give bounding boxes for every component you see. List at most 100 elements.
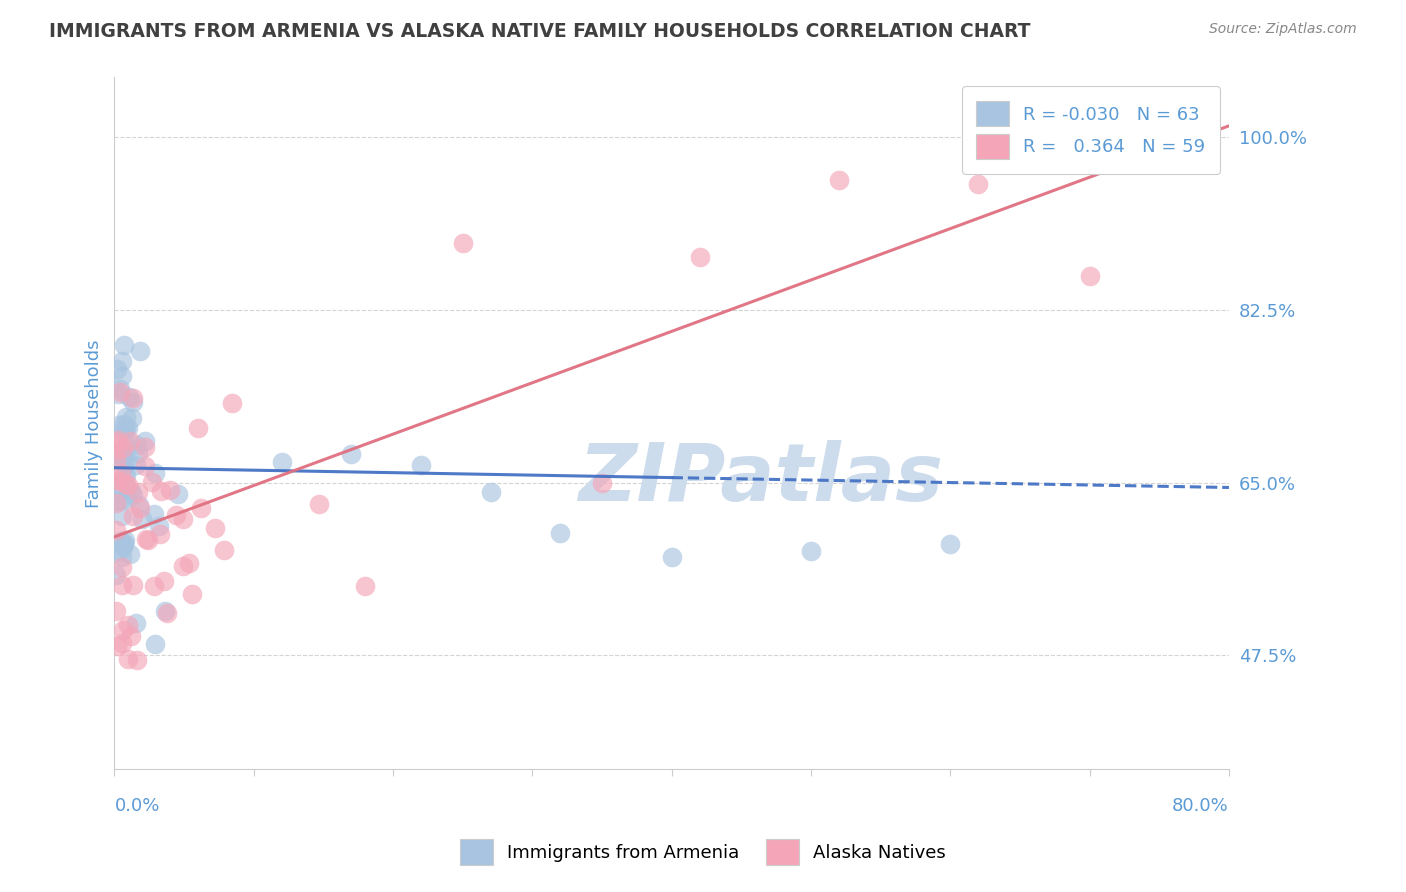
Point bbox=[104, 443, 127, 458]
Point bbox=[451, 236, 474, 251]
Point bbox=[117, 390, 139, 404]
Point bbox=[689, 250, 711, 264]
Point bbox=[939, 537, 962, 551]
Point bbox=[114, 421, 136, 435]
Point bbox=[153, 574, 176, 589]
Point bbox=[105, 639, 128, 653]
Point bbox=[112, 540, 135, 554]
Point bbox=[127, 446, 149, 460]
Point bbox=[125, 458, 148, 472]
Point bbox=[117, 617, 139, 632]
Point bbox=[104, 447, 127, 461]
Point bbox=[142, 579, 165, 593]
Point bbox=[108, 493, 131, 508]
Point bbox=[111, 369, 134, 384]
Point bbox=[149, 527, 172, 541]
Point bbox=[111, 425, 134, 439]
Point bbox=[104, 477, 127, 491]
Point bbox=[121, 410, 143, 425]
Point bbox=[104, 604, 127, 618]
Point bbox=[108, 474, 131, 488]
Point bbox=[110, 448, 132, 462]
Point bbox=[143, 637, 166, 651]
Point bbox=[117, 452, 139, 467]
Point bbox=[114, 423, 136, 437]
Point bbox=[112, 537, 135, 551]
Point bbox=[153, 603, 176, 617]
Point bbox=[104, 567, 127, 582]
Point bbox=[156, 606, 179, 620]
Point bbox=[115, 439, 138, 453]
Point bbox=[104, 523, 127, 537]
Point bbox=[114, 338, 136, 352]
Point bbox=[125, 653, 148, 667]
Point bbox=[122, 391, 145, 405]
Point bbox=[212, 542, 235, 557]
Point bbox=[115, 491, 138, 506]
Point bbox=[112, 458, 135, 472]
Point bbox=[112, 417, 135, 431]
Point bbox=[118, 547, 141, 561]
Point bbox=[548, 525, 571, 540]
Point bbox=[111, 560, 134, 574]
Point bbox=[148, 519, 170, 533]
Point bbox=[136, 533, 159, 547]
Point bbox=[115, 409, 138, 424]
Point bbox=[128, 343, 150, 358]
Point bbox=[1078, 269, 1101, 284]
Point bbox=[108, 533, 131, 548]
Point bbox=[104, 493, 127, 508]
Point bbox=[177, 556, 200, 570]
Point bbox=[1149, 129, 1171, 144]
Point bbox=[409, 458, 432, 472]
Legend: Immigrants from Armenia, Alaska Natives: Immigrants from Armenia, Alaska Natives bbox=[451, 830, 955, 874]
Point bbox=[105, 362, 128, 376]
Point bbox=[187, 421, 209, 435]
Point bbox=[129, 500, 152, 515]
Text: 80.0%: 80.0% bbox=[1173, 797, 1229, 814]
Point bbox=[143, 507, 166, 521]
Text: ZIPatlas: ZIPatlas bbox=[578, 440, 943, 517]
Point bbox=[181, 587, 204, 601]
Point bbox=[800, 544, 823, 558]
Point bbox=[108, 383, 131, 397]
Point bbox=[111, 636, 134, 650]
Point bbox=[967, 177, 990, 191]
Text: IMMIGRANTS FROM ARMENIA VS ALASKA NATIVE FAMILY HOUSEHOLDS CORRELATION CHART: IMMIGRANTS FROM ARMENIA VS ALASKA NATIVE… bbox=[49, 22, 1031, 41]
Point bbox=[591, 476, 613, 491]
Point bbox=[221, 396, 243, 410]
Point bbox=[111, 550, 134, 565]
Point bbox=[122, 508, 145, 523]
Point bbox=[479, 485, 502, 500]
Point bbox=[122, 487, 145, 501]
Point bbox=[661, 550, 683, 565]
Point bbox=[135, 532, 157, 546]
Point bbox=[120, 629, 142, 643]
Point bbox=[115, 477, 138, 491]
Text: 0.0%: 0.0% bbox=[114, 797, 160, 814]
Point bbox=[107, 544, 129, 558]
Point bbox=[112, 442, 135, 456]
Point bbox=[112, 450, 135, 465]
Point bbox=[105, 473, 128, 487]
Point bbox=[204, 521, 226, 535]
Point bbox=[117, 478, 139, 492]
Point bbox=[114, 533, 136, 547]
Point bbox=[111, 508, 134, 523]
Point bbox=[111, 624, 134, 638]
Point bbox=[128, 498, 150, 512]
Point bbox=[104, 496, 127, 510]
Point bbox=[115, 467, 138, 482]
Point bbox=[120, 434, 142, 449]
Point bbox=[308, 497, 330, 511]
Point bbox=[111, 577, 134, 591]
Point bbox=[125, 438, 148, 452]
Point bbox=[340, 447, 363, 461]
Point bbox=[167, 487, 190, 501]
Point bbox=[122, 395, 145, 409]
Point bbox=[134, 434, 156, 448]
Point bbox=[270, 455, 292, 469]
Point bbox=[354, 579, 377, 593]
Point bbox=[165, 508, 187, 522]
Point bbox=[143, 467, 166, 481]
